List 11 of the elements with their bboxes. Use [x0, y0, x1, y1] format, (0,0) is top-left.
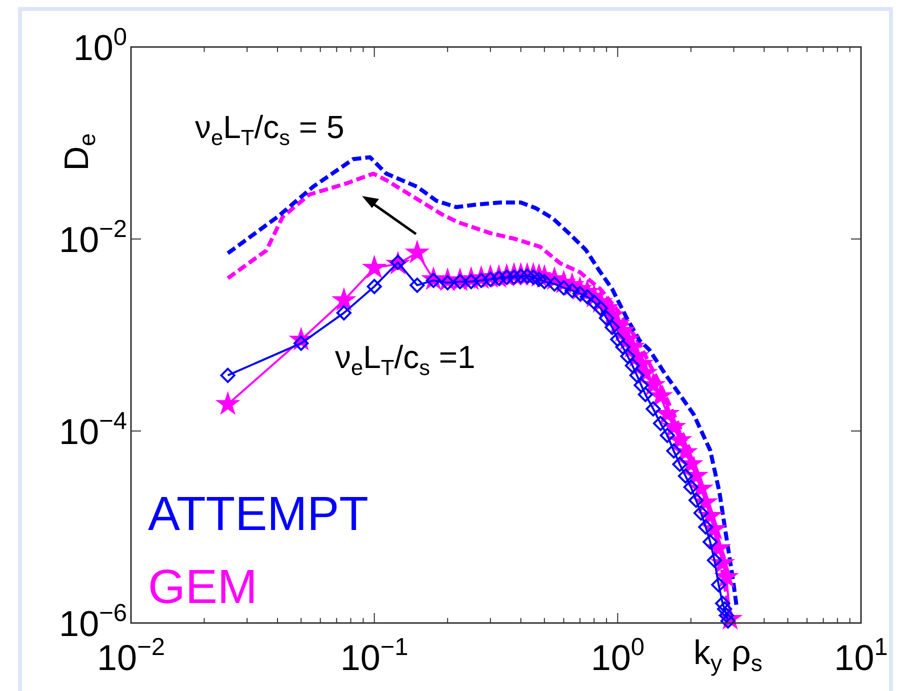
annotation: ν$_{e}$L$_{T}$/c$_{s}$ =1 [335, 339, 476, 380]
y-tick-label: 10$^{0}$ [73, 24, 127, 68]
x-tick-label: 10$^{0}$ [590, 634, 644, 678]
x-axis-title: k$_{y}$ ρ$_{s}$ [694, 634, 762, 676]
text: GEM [148, 561, 258, 614]
annotation: ν$_{e}$L$_{T}$/c$_{s}$ = 5 [195, 109, 344, 150]
text: ATTEMPT [148, 488, 368, 541]
x-tick-label: 10$^{−1}$ [340, 634, 408, 678]
y-tick-label: 10$^{−4}$ [59, 408, 127, 452]
x-tick-label: 10$^{1}$ [834, 634, 888, 678]
y-tick-label: 10$^{−2}$ [59, 216, 127, 260]
